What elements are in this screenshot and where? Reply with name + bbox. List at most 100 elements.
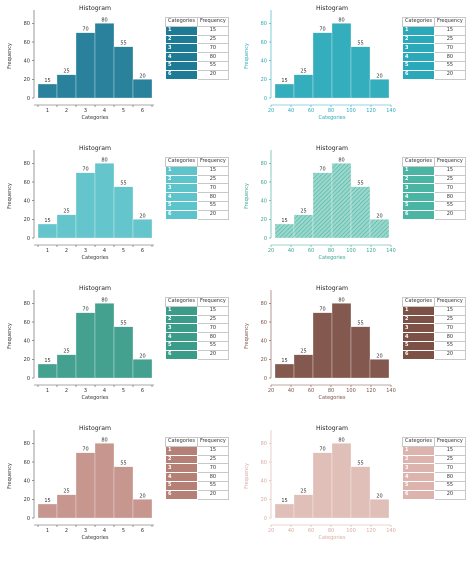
x-tick-label: 40 bbox=[288, 108, 294, 114]
y-axis-label: Frequency bbox=[7, 183, 13, 209]
table-header-row: Categories Frequency bbox=[402, 157, 466, 167]
x-tick-label: 4 bbox=[103, 108, 106, 114]
x-axis-label: Categories bbox=[319, 255, 346, 261]
y-tick-label: 0 bbox=[27, 236, 30, 242]
x-tick-label: 5 bbox=[122, 528, 125, 534]
table-row: 6 20 bbox=[402, 69, 466, 80]
table-cell-frequency: 55 bbox=[196, 340, 229, 351]
histogram-bar bbox=[274, 363, 295, 379]
histogram-bar bbox=[350, 326, 371, 379]
table-row: 6 20 bbox=[402, 489, 466, 500]
table-cell-category: 1 bbox=[402, 445, 435, 456]
table-cell-frequency: 55 bbox=[196, 480, 229, 491]
histogram-bar bbox=[113, 326, 134, 379]
header-frequency: Frequency bbox=[196, 157, 229, 167]
histogram-bar bbox=[94, 163, 115, 239]
y-tick-label: 80 bbox=[261, 21, 267, 27]
table-row: 5 55 bbox=[402, 480, 466, 491]
table-row: 1 15 bbox=[402, 165, 466, 176]
bar-value-label: 20 bbox=[139, 213, 145, 219]
table-cell-frequency: 25 bbox=[196, 454, 229, 465]
table-cell-frequency: 55 bbox=[433, 480, 466, 491]
table-cell-category: 6 bbox=[165, 489, 198, 500]
header-categories: Categories bbox=[165, 297, 198, 307]
x-tick-label: 140 bbox=[386, 528, 396, 534]
histogram-bar bbox=[312, 172, 333, 239]
bar-value-label: 25 bbox=[300, 349, 306, 355]
header-categories: Categories bbox=[402, 437, 435, 447]
histogram-bar bbox=[75, 452, 96, 519]
histogram-chart: Histogram020406080Frequency1525708055201… bbox=[7, 145, 154, 261]
table-cell-category: 5 bbox=[165, 200, 198, 211]
histogram-bar bbox=[331, 163, 352, 239]
bar-value-label: 70 bbox=[82, 167, 88, 173]
table-cell-category: 6 bbox=[402, 69, 435, 80]
bar-value-label: 55 bbox=[120, 321, 126, 327]
histogram-bar bbox=[293, 354, 314, 379]
bar-value-label: 55 bbox=[120, 41, 126, 47]
table-cell-category: 2 bbox=[165, 174, 198, 185]
table-cell-category: 6 bbox=[165, 209, 198, 220]
y-tick-label: 40 bbox=[24, 338, 30, 344]
bar-value-label: 20 bbox=[139, 493, 145, 499]
table-row: 1 15 bbox=[402, 305, 466, 316]
table-cell-frequency: 15 bbox=[433, 165, 466, 176]
x-tick-label: 20 bbox=[268, 528, 274, 534]
x-tick-label: 5 bbox=[122, 248, 125, 254]
table-cell-frequency: 15 bbox=[196, 165, 229, 176]
x-tick-label: 80 bbox=[328, 248, 334, 254]
table-cell-frequency: 70 bbox=[196, 463, 229, 474]
table-cell-category: 1 bbox=[402, 305, 435, 316]
table-cell-category: 4 bbox=[165, 52, 198, 62]
table-cell-category: 6 bbox=[402, 349, 435, 360]
x-axis-label: Categories bbox=[319, 395, 346, 401]
table-cell-frequency: 80 bbox=[433, 472, 466, 482]
x-tick-label: 100 bbox=[346, 108, 356, 114]
y-tick-label: 20 bbox=[261, 77, 267, 83]
table-cell-frequency: 25 bbox=[433, 314, 466, 325]
x-tick-label: 5 bbox=[122, 108, 125, 114]
table-cell-frequency: 15 bbox=[196, 305, 229, 316]
histogram-panel-5: Histogram 0 20 40 60 80 Frequency 15 25 70 80 55 20 1… bbox=[0, 280, 237, 420]
y-tick-label: 80 bbox=[261, 441, 267, 447]
table-cell-category: 6 bbox=[165, 69, 198, 80]
table-row: 6 20 bbox=[402, 349, 466, 360]
bar-value-label: 15 bbox=[281, 358, 287, 364]
y-tick-label: 0 bbox=[27, 376, 30, 382]
header-frequency: Frequency bbox=[433, 17, 466, 27]
bar-value-label: 15 bbox=[281, 498, 287, 504]
table-cell-frequency: 15 bbox=[196, 25, 229, 36]
table-row: 5 55 bbox=[165, 200, 229, 211]
chart-title: Histogram bbox=[316, 285, 348, 292]
bar-value-label: 70 bbox=[319, 447, 325, 453]
histogram-panel-7: Histogram 0 20 40 60 80 Frequency 15 25 70 80 55 20 1… bbox=[0, 420, 237, 560]
table-cell-category: 1 bbox=[165, 165, 198, 176]
bar-value-label: 25 bbox=[63, 349, 69, 355]
table-cell-category: 2 bbox=[165, 34, 198, 45]
table-cell-category: 2 bbox=[402, 174, 435, 185]
histogram-bar bbox=[132, 219, 153, 239]
x-tick-label: 6 bbox=[141, 248, 144, 254]
x-tick-label: 60 bbox=[308, 388, 314, 394]
x-tick-label: 3 bbox=[84, 248, 87, 254]
histogram-chart: Histogram020406080Frequency1525708055202… bbox=[244, 285, 396, 401]
table-cell-frequency: 20 bbox=[196, 209, 229, 220]
x-axis-label: Categories bbox=[82, 115, 109, 121]
y-axis-label: Frequency bbox=[244, 323, 250, 349]
histogram-bar bbox=[293, 74, 314, 99]
histogram-panel-1: Histogram 0 20 40 60 80 Frequency 15 25 70 80 55 20 1… bbox=[0, 0, 237, 140]
bar-value-label: 80 bbox=[101, 437, 107, 443]
x-tick-label: 3 bbox=[84, 388, 87, 394]
frequency-table: Categories Frequency 1 15 2 25 3 70 4 80 5 55 6 20 bbox=[165, 297, 229, 360]
x-tick-label: 2 bbox=[65, 388, 68, 394]
histogram-bar bbox=[369, 499, 390, 519]
table-cell-frequency: 20 bbox=[196, 349, 229, 360]
table-cell-frequency: 55 bbox=[433, 60, 466, 71]
y-tick-label: 60 bbox=[24, 460, 30, 466]
header-categories: Categories bbox=[165, 437, 198, 447]
histogram-bar bbox=[56, 74, 77, 99]
table-row: 4 80 bbox=[402, 332, 466, 342]
table-cell-category: 6 bbox=[402, 489, 435, 500]
histogram-panel-4: Histogram 0 20 40 60 80 Frequency 15 25 70 80 55 20 2… bbox=[237, 140, 474, 280]
table-cell-frequency: 80 bbox=[196, 332, 229, 342]
